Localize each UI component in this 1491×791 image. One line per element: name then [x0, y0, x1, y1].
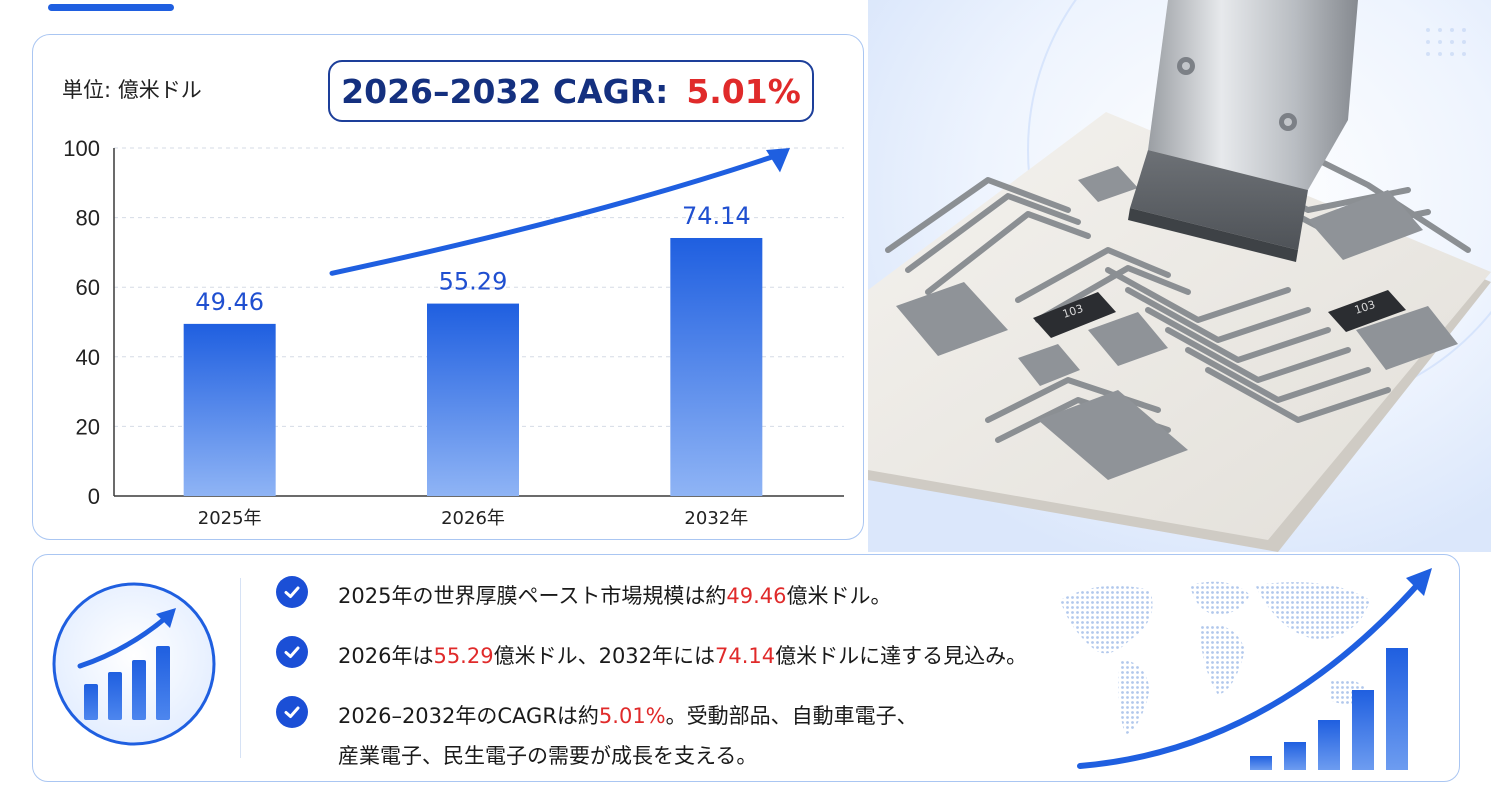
- unit-label: 単位: 億米ドル: [62, 78, 202, 102]
- dot-pattern: [1426, 28, 1466, 56]
- bar: [427, 303, 519, 496]
- resistor-2: 103: [1328, 290, 1406, 332]
- highlight-value: 55.29: [433, 644, 494, 668]
- resistor-1: 103: [1033, 292, 1116, 338]
- text-segment: 2026年は: [338, 644, 434, 668]
- divider: [240, 578, 241, 758]
- check-circle-icon: [276, 636, 308, 668]
- x-tick-label: 2025年: [198, 508, 262, 529]
- text-segment: 億米ドル。: [786, 584, 892, 608]
- bar: [670, 237, 763, 496]
- deco-bars: [1250, 648, 1408, 770]
- y-tick-label: 20: [76, 414, 100, 439]
- text-segment: 億米ドルに達する見込み。: [775, 644, 1028, 668]
- cagr-label: 2026–2032 CAGR:: [341, 71, 669, 111]
- product-photo: 103 103: [868, 0, 1491, 552]
- growth-chart-icon: [52, 582, 216, 746]
- summary-text-2: 2026年は55.29億米ドル、2032年には74.14億米ドルに達する見込み。: [338, 636, 1027, 676]
- summary-text-1: 2025年の世界厚膜ペースト市場規模は約49.46億米ドル。: [338, 576, 892, 616]
- highlight-value: 74.14: [715, 644, 776, 668]
- bar-value-label: 74.14: [682, 202, 751, 230]
- text-segment: 産業電子、民生電子の需要が成長を支える。: [338, 744, 758, 768]
- text-segment: 。受動部品、自動車電子、: [665, 704, 918, 728]
- resistor-label: 103: [1061, 302, 1085, 321]
- trend-arrow-head: [766, 148, 790, 173]
- summary-point: 2025年の世界厚膜ペースト市場規模は約49.46億米ドル。: [276, 576, 892, 616]
- check-circle-icon: [276, 696, 308, 728]
- text-segment: 億米ドル、2032年には: [493, 644, 716, 668]
- summary-point: 2026–2032年のCAGRは約5.01%。受動部品、自動車電子、産業電子、民…: [276, 696, 918, 776]
- text-segment: 2026–2032年のCAGRは約: [338, 704, 599, 728]
- y-tick-label: 80: [76, 206, 100, 231]
- x-tick-label: 2032年: [684, 508, 748, 529]
- y-tick-label: 40: [76, 345, 100, 370]
- y-tick-label: 60: [76, 275, 100, 300]
- summary-point: 2026年は55.29億米ドル、2032年には74.14億米ドルに達する見込み。: [276, 636, 1027, 676]
- highlight-value: 5.01%: [598, 704, 666, 728]
- bar: [183, 323, 276, 496]
- squeegee: [1128, 0, 1358, 262]
- bar-chart: 0 20 40 60 80 100 49.46 2025年 55.29 2026年 74.14 203…: [63, 136, 844, 529]
- top-accent-bar: [48, 4, 174, 11]
- y-tick-label: 0: [88, 484, 100, 509]
- text-segment: 2025年の世界厚膜ペースト市場規模は約: [338, 584, 727, 608]
- y-tick-label: 100: [63, 136, 100, 161]
- check-circle-icon: [276, 576, 308, 608]
- cagr-value: 5.01%: [686, 71, 801, 111]
- x-tick-label: 2026年: [441, 508, 505, 529]
- cagr-badge: 2026–2032 CAGR: 5.01%: [328, 60, 814, 122]
- trend-arrow: [329, 152, 781, 276]
- highlight-value: 49.46: [726, 584, 787, 608]
- resistor-label: 103: [1353, 298, 1377, 317]
- bar-value-label: 55.29: [439, 268, 508, 296]
- world-map-icon: [1060, 568, 1432, 770]
- summary-text-3: 2026–2032年のCAGRは約5.01%。受動部品、自動車電子、産業電子、民…: [338, 696, 918, 776]
- bar-value-label: 49.46: [195, 288, 264, 316]
